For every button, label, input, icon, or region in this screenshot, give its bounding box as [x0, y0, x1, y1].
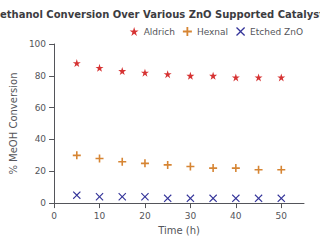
svg-text:20: 20 — [35, 166, 47, 176]
svg-text:40: 40 — [35, 134, 47, 144]
svg-text:80: 80 — [35, 71, 47, 81]
svg-text:10: 10 — [94, 211, 106, 221]
svg-text:40: 40 — [230, 211, 242, 221]
svg-text:0: 0 — [51, 211, 57, 221]
svg-text:Aldrich: Aldrich — [144, 27, 175, 37]
svg-text:% MeOH Conversion: % MeOH Conversion — [8, 72, 19, 174]
svg-text:50: 50 — [276, 211, 288, 221]
svg-text:Hexnal: Hexnal — [197, 27, 228, 37]
svg-text:20: 20 — [139, 211, 151, 221]
svg-text:0: 0 — [40, 198, 46, 208]
svg-text:100: 100 — [29, 39, 46, 49]
svg-text:Etched ZnO: Etched ZnO — [250, 27, 303, 37]
svg-text:Methanol Conversion Over Vario: Methanol Conversion Over Various ZnO Sup… — [0, 9, 320, 20]
svg-text:30: 30 — [185, 211, 197, 221]
svg-text:Time (h): Time (h) — [157, 225, 200, 236]
svg-text:60: 60 — [35, 103, 47, 113]
